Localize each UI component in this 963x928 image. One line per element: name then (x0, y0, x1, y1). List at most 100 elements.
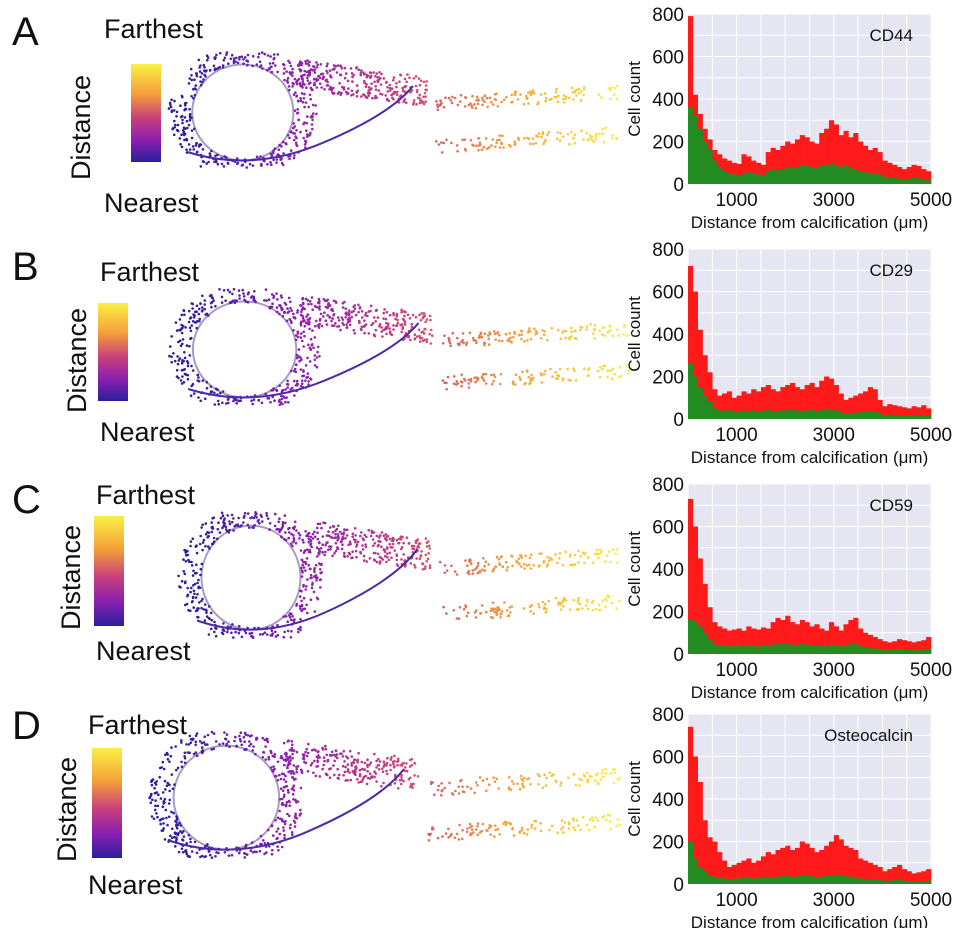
cell-point (470, 562, 473, 566)
cell-point (406, 73, 409, 76)
cell-point (277, 148, 281, 152)
cell-point (403, 565, 407, 568)
cell-point (355, 766, 358, 770)
cell-point (297, 99, 300, 103)
cell-point (482, 145, 486, 149)
cell-point (304, 750, 307, 754)
cell-point (425, 560, 429, 563)
cell-point (325, 323, 329, 326)
cell-point (271, 61, 275, 65)
cell-point (380, 767, 384, 771)
cell-point (360, 325, 364, 328)
cell-point (592, 332, 595, 335)
cell-point (261, 756, 265, 759)
cell-point (604, 126, 607, 130)
cell-point (360, 316, 364, 319)
cell-point (159, 822, 162, 826)
bar-red (726, 391, 733, 419)
panel-letter-d: D (12, 704, 41, 748)
cell-point (204, 544, 207, 548)
cell-point (250, 635, 253, 638)
cell-point (334, 549, 338, 553)
cell-point (191, 307, 194, 310)
cell-point (197, 616, 200, 619)
cell-point (181, 850, 185, 854)
bar-red (736, 862, 742, 884)
cell-point (275, 388, 278, 392)
bar-green (882, 649, 888, 654)
cell-point (350, 94, 353, 97)
bar-red (921, 405, 927, 419)
cell-point (496, 827, 500, 831)
cell-point (526, 828, 529, 831)
cell-point (293, 125, 297, 128)
cell-point (305, 603, 308, 607)
cell-point (550, 97, 553, 101)
cell-point (445, 612, 448, 615)
cell-point (181, 375, 184, 378)
cell-point (564, 97, 568, 101)
cell-point (591, 601, 594, 604)
cell-point (271, 754, 275, 758)
bar-red (697, 558, 703, 654)
cell-point (196, 373, 200, 377)
cell-point (287, 401, 290, 404)
cell-point (482, 379, 486, 383)
cell-point (188, 354, 192, 357)
cell-point (157, 793, 160, 796)
cell-point (240, 635, 244, 639)
cell-point (498, 333, 501, 337)
bar-red (770, 622, 776, 654)
cell-point (561, 825, 565, 829)
cell-point (335, 527, 339, 531)
cell-point (577, 88, 581, 91)
cell-point (210, 300, 214, 304)
cell-point (374, 85, 377, 88)
cell-point (556, 137, 559, 140)
cell-point (627, 369, 630, 373)
cell-point (199, 567, 203, 571)
bar-red (887, 404, 893, 419)
cell-point (163, 838, 167, 841)
cell-point (325, 69, 328, 73)
cell-point (435, 100, 438, 103)
cell-point (369, 74, 373, 78)
bar-red (858, 393, 864, 419)
bar-red (799, 841, 805, 884)
cell-point (276, 836, 279, 840)
cell-point (150, 792, 153, 796)
cell-point (284, 400, 287, 404)
cell-point (227, 62, 230, 65)
cell-point (193, 592, 196, 596)
cell-point (261, 67, 264, 70)
cell-point (239, 739, 242, 743)
tissue-distance-map (167, 51, 619, 169)
cell-point (290, 542, 293, 545)
cell-point (278, 304, 281, 307)
cell-point (296, 108, 299, 111)
cell-point (388, 313, 392, 317)
cell-point (399, 94, 403, 97)
cell-point (267, 397, 271, 400)
cell-point (203, 855, 206, 859)
bar-red (838, 839, 844, 884)
cell-point (359, 327, 363, 331)
cell-point (265, 851, 268, 854)
cell-point (547, 599, 550, 603)
cell-point (272, 158, 275, 162)
cell-point (385, 546, 389, 549)
cell-point (278, 312, 281, 316)
cell-point (306, 548, 309, 551)
cell-point (382, 328, 385, 332)
cell-point (396, 321, 399, 325)
cell-point (242, 516, 246, 519)
cell-point (310, 343, 313, 347)
cell-point (312, 346, 315, 349)
cell-point (458, 823, 461, 827)
bar-green (702, 871, 708, 884)
bar-green (901, 179, 907, 184)
cell-point (402, 89, 405, 93)
cell-point (594, 137, 598, 140)
cell-point (601, 772, 604, 775)
cell-point (608, 820, 611, 823)
